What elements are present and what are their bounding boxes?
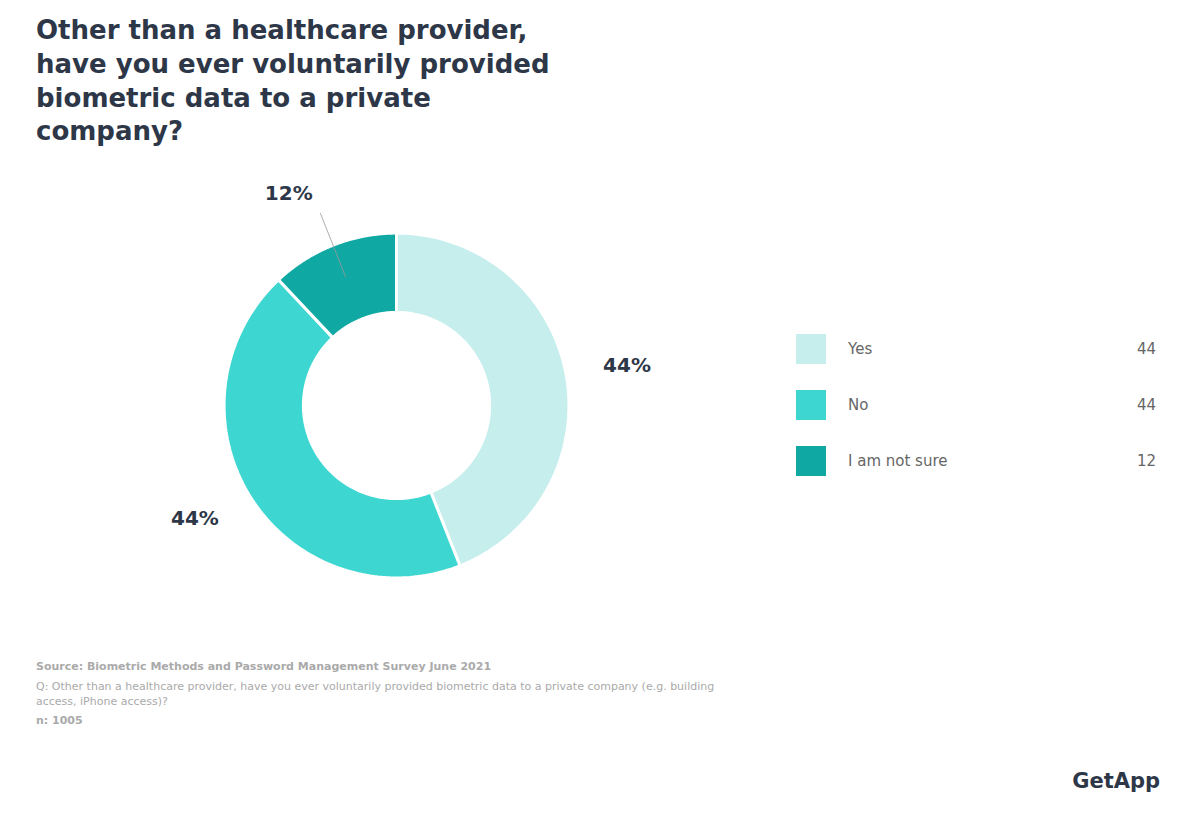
html-text:I am not sure: I am not sure — [848, 452, 948, 471]
html-text:Yes: Yes — [848, 340, 873, 359]
html-text:Other than a healthcare provid: Other than a healthcare provider, have y… — [36, 15, 550, 147]
svg-text:44%: 44% — [171, 506, 219, 530]
html-text:44: 44 — [1136, 340, 1156, 359]
html-text:Q: Other than a healthcare pro: Q: Other than a healthcare provider, hav… — [36, 679, 715, 708]
html-text:No: No — [848, 396, 869, 415]
html-text:12: 12 — [1136, 452, 1156, 471]
html-text:44: 44 — [1136, 396, 1156, 415]
html-text:n: 1005: n: 1005 — [36, 714, 83, 728]
html-text:Source: Biometric Methods and: Source: Biometric Methods and Password M… — [36, 660, 491, 674]
svg-text:12%: 12% — [265, 181, 313, 205]
svg-text:44%: 44% — [603, 354, 651, 378]
html-text:GetApp: GetApp — [1072, 769, 1160, 793]
